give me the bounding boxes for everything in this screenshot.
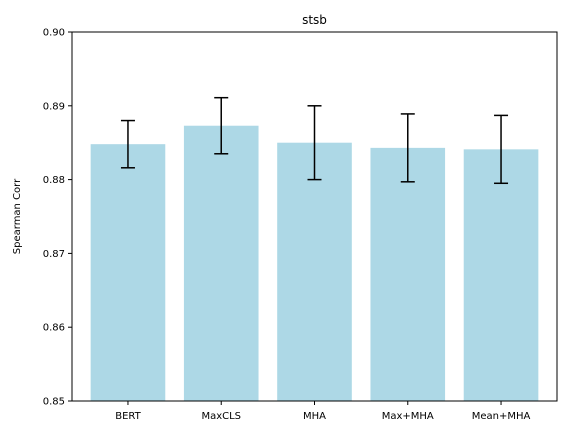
y-axis: 0.85 0.86 0.87 0.88 0.89 0.90 [43,28,72,408]
bar [463,149,539,401]
bar-group [90,125,539,401]
bar [90,144,166,401]
x-tick-label: MaxCLS [201,411,241,422]
x-tick-label: Max+MHA [382,411,434,422]
y-tick-label: 0.87 [43,249,65,260]
x-axis: BERT MaxCLS MHA Max+MHA Mean+MHA [115,401,530,422]
x-tick-label: MHA [303,411,326,422]
y-axis-label: Spearman Corr [12,178,23,254]
y-tick-label: 0.90 [43,28,65,39]
y-tick-label: 0.86 [43,323,65,334]
bar [370,147,446,401]
chart-title: stsb [302,13,327,27]
y-tick-label: 0.89 [43,101,65,112]
y-tick-label: 0.88 [43,175,65,186]
y-tick-label: 0.85 [43,397,65,408]
x-tick-label: Mean+MHA [472,411,531,422]
bar [277,142,352,401]
error-bar-group [120,96,509,185]
bar [183,125,259,401]
x-tick-label: BERT [115,411,141,422]
